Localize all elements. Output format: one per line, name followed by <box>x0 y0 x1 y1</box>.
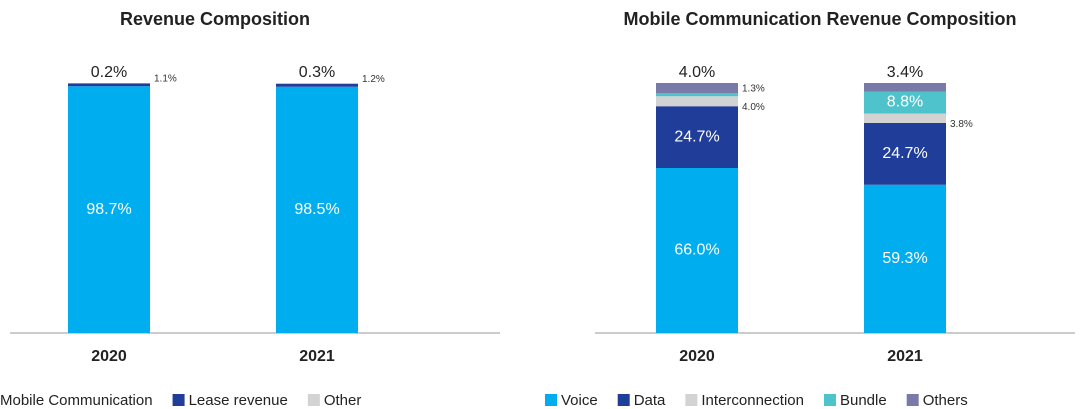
bar-segment <box>864 123 946 185</box>
legend-swatch <box>823 394 836 406</box>
data-label: 4.0% <box>679 64 715 81</box>
x-tick-label: 2021 <box>887 348 923 365</box>
bar-segment <box>68 83 150 87</box>
legend-swatch <box>307 394 320 406</box>
data-label: 24.7% <box>882 145 927 162</box>
data-label: 0.2% <box>91 64 127 81</box>
data-label: 59.3% <box>882 250 927 267</box>
data-label: 1.3% <box>742 83 765 94</box>
data-label: 4.0% <box>742 102 765 113</box>
data-label: 98.7% <box>86 201 131 218</box>
bar-segment <box>276 83 358 87</box>
bar-segment <box>656 168 738 333</box>
data-label: 3.4% <box>887 64 923 81</box>
data-label: 1.1% <box>154 74 177 85</box>
legend-label: Other <box>324 392 362 409</box>
x-tick-label: 2021 <box>299 348 335 365</box>
data-label: 0.3% <box>299 64 335 81</box>
legend-swatch <box>545 394 557 406</box>
data-label: 3.8% <box>950 119 973 130</box>
legend-label: Voice <box>561 392 598 409</box>
legend-swatch <box>906 394 919 406</box>
data-label: 98.5% <box>294 201 339 218</box>
bar-segment <box>276 83 358 84</box>
bar-segment <box>276 86 358 333</box>
legend-label: Bundle <box>840 392 887 409</box>
data-label: 24.7% <box>674 128 719 145</box>
data-label: 8.8% <box>887 94 923 111</box>
data-label: 66.0% <box>674 242 719 259</box>
legend-label: Lease revenue <box>189 392 288 409</box>
chart-title: Mobile Communication Revenue Composition <box>623 9 1016 29</box>
bar-segment <box>864 83 946 92</box>
legend-swatch <box>617 394 630 406</box>
chart-title: Revenue Composition <box>120 9 310 29</box>
legend-label: Interconnection <box>701 392 804 409</box>
bar-segment <box>68 86 150 333</box>
bar-segment <box>864 113 946 123</box>
bar-segment <box>864 91 946 114</box>
legend-swatch <box>172 394 185 406</box>
bar-segment <box>656 96 738 107</box>
bar-segment <box>656 83 738 93</box>
bar-segment <box>656 93 738 97</box>
bar-segment <box>864 184 946 333</box>
legend-label: Data <box>634 392 666 409</box>
legend-swatch <box>685 394 698 406</box>
legend-label: Others <box>923 392 968 409</box>
bar-segment <box>68 83 150 84</box>
data-label: 1.2% <box>362 74 385 85</box>
x-tick-label: 2020 <box>91 348 127 365</box>
bar-segment <box>656 106 738 168</box>
x-tick-label: 2020 <box>679 348 715 365</box>
legend-label: Mobile Communication <box>0 392 153 409</box>
